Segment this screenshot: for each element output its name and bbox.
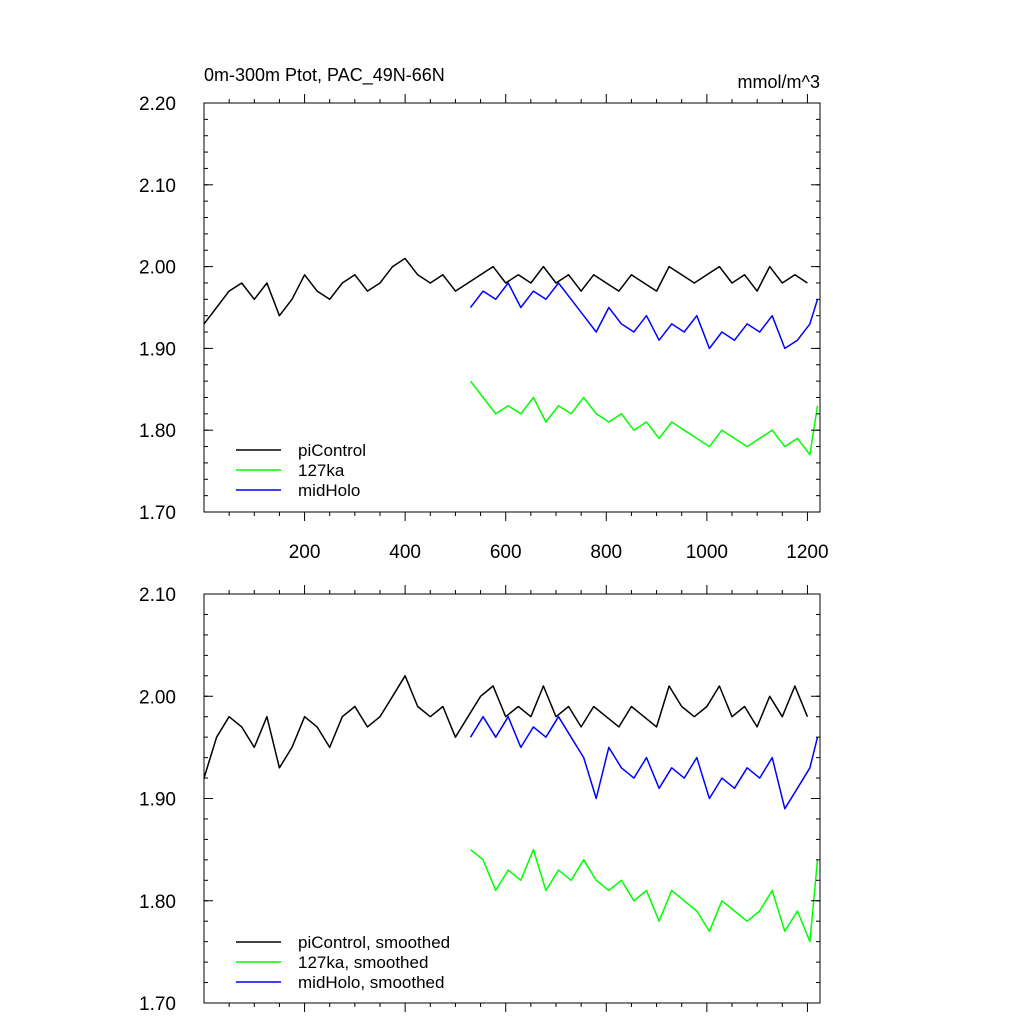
y-tick-label: 1.90	[139, 339, 176, 360]
y-tick-label: 2.10	[139, 585, 176, 606]
plot-frame	[203, 593, 821, 1004]
legend-label: piControl	[298, 441, 366, 460]
y-tick-label: 1.90	[139, 790, 176, 811]
series-line-picontrol	[203, 257, 808, 325]
plot-frame	[203, 102, 821, 513]
top-panel: 1.70 1.80 1.90 2.00 2.10 2.20 200 400 600 800 1000…	[139, 65, 829, 563]
legend-label: 127ka, smoothed	[298, 953, 428, 972]
y-tick-label: 2.20	[139, 94, 176, 115]
legend-label: midHolo, smoothed	[298, 973, 444, 992]
y-tick-label: 1.80	[139, 421, 176, 442]
x-tick-label: 400	[389, 542, 421, 563]
x-tick-label: 1000	[686, 542, 728, 563]
x-tick-label: 600	[490, 542, 522, 563]
series-line-picontrol-smoothed	[203, 675, 809, 779]
chart-title: 0m-300m Ptot, PAC_49N-66N	[204, 65, 445, 86]
y-tick-label: 1.70	[139, 503, 176, 524]
series-line-127ka	[469, 380, 819, 456]
legend-label: midHolo	[298, 481, 360, 500]
legend-label: 127ka	[298, 461, 345, 480]
bottom-panel: 1.70 1.80 1.90 2.00 2.10 piControl, smoothed1…	[139, 585, 821, 1015]
x-tick-label: 200	[289, 542, 321, 563]
units-label: mmol/m^3	[738, 72, 820, 92]
y-tick-label: 1.80	[139, 892, 176, 913]
y-tick-label: 1.70	[139, 994, 176, 1015]
y-tick-label: 2.00	[139, 258, 176, 279]
y-tick-label: 2.00	[139, 687, 176, 708]
x-tick-label: 800	[590, 542, 622, 563]
series-line-midholo	[469, 282, 819, 350]
series-line-midholo-smoothed	[469, 715, 819, 810]
series-line-127ka-smoothed	[470, 848, 819, 943]
y-tick-label: 2.10	[139, 176, 176, 197]
legend-label: piControl, smoothed	[298, 933, 450, 952]
x-tick-label: 1200	[786, 542, 828, 563]
